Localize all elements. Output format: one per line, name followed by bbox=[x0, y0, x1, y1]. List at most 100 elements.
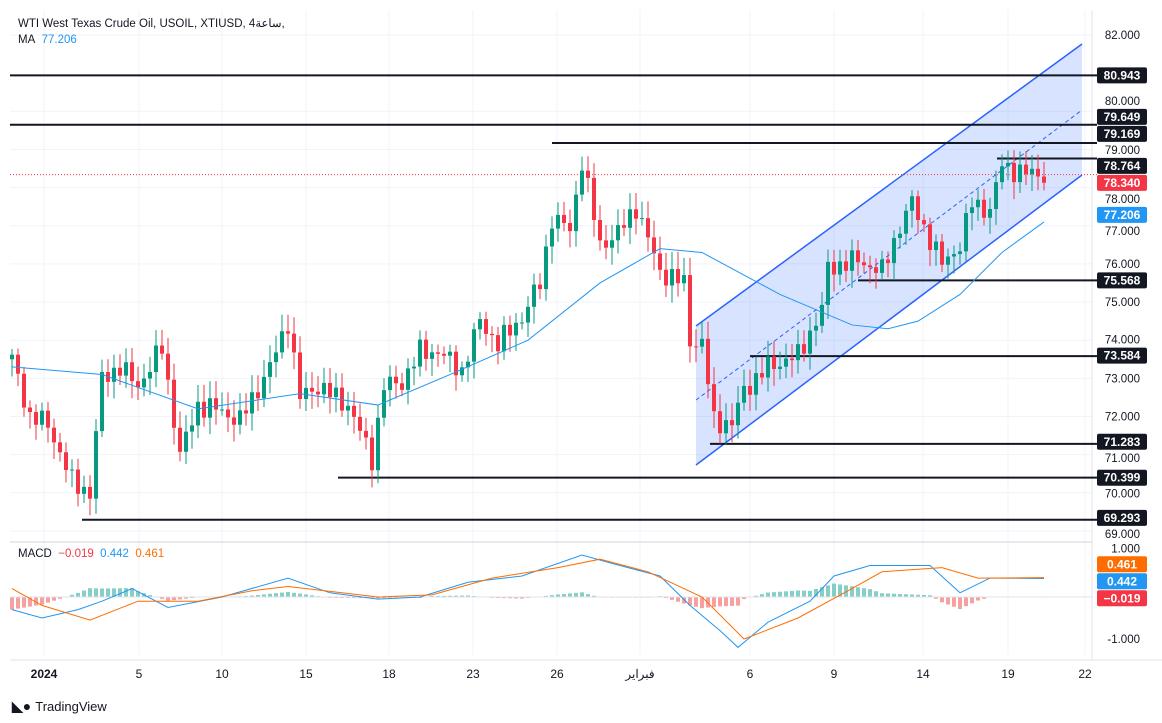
tradingview-logo[interactable]: ◣● TradingView bbox=[12, 698, 107, 715]
macd-histogram-bar bbox=[178, 597, 182, 600]
candle-body bbox=[748, 385, 752, 395]
y-tick-label: 75.000 bbox=[1105, 297, 1140, 309]
macd-histogram-bar bbox=[688, 597, 692, 606]
candle-body bbox=[58, 442, 62, 453]
macd-histogram-bar bbox=[664, 597, 668, 599]
candle-body bbox=[898, 233, 902, 238]
candle-body bbox=[916, 196, 920, 221]
level-tag bbox=[1097, 347, 1147, 364]
macd-histogram-bar bbox=[928, 595, 932, 597]
macd-histogram-bar bbox=[832, 583, 836, 597]
macd-histogram-bar bbox=[160, 597, 164, 599]
current-price-tag bbox=[1097, 174, 1147, 191]
candle-body bbox=[112, 367, 116, 382]
macd-histogram-bar bbox=[28, 597, 32, 607]
macd-histogram-bar bbox=[760, 594, 764, 597]
macd-histogram-bar bbox=[742, 597, 746, 600]
candle-body bbox=[340, 387, 344, 411]
candle-body bbox=[28, 407, 32, 413]
macd-histogram-bar bbox=[82, 590, 86, 597]
level-tag bbox=[1097, 157, 1147, 174]
macd-histogram-bar bbox=[184, 597, 188, 599]
channel-upper-line bbox=[695, 43, 1083, 327]
candle-body bbox=[298, 352, 302, 399]
candle-body bbox=[952, 254, 956, 257]
candle-body bbox=[856, 250, 860, 263]
macd-histogram-bar bbox=[952, 597, 956, 607]
macd-histogram-bar bbox=[298, 593, 302, 597]
macd-histogram-bar bbox=[934, 597, 938, 599]
signal-tag bbox=[1097, 556, 1147, 573]
macd-histogram-bar bbox=[910, 594, 914, 597]
macd-histogram-bar bbox=[904, 594, 908, 597]
macd-histogram-bar bbox=[586, 594, 590, 597]
level-tag bbox=[1097, 125, 1147, 142]
candle-body bbox=[538, 284, 542, 290]
candle-body bbox=[346, 405, 350, 411]
x-tick-label: 9 bbox=[831, 667, 838, 681]
candle-body bbox=[280, 331, 284, 353]
x-tick-label: 19 bbox=[1001, 667, 1015, 681]
macd-histogram-bar bbox=[268, 593, 272, 597]
candle-body bbox=[244, 410, 248, 414]
ma-tag-text: 77.206 bbox=[1104, 208, 1141, 222]
macd-histogram-bar bbox=[148, 595, 152, 597]
candle-body bbox=[64, 452, 68, 471]
candle-body bbox=[208, 398, 212, 418]
candle-body bbox=[802, 344, 806, 354]
candle-body bbox=[16, 354, 20, 374]
macd-histogram-bar bbox=[886, 593, 890, 597]
candle-body bbox=[724, 420, 728, 434]
candle-body bbox=[136, 381, 140, 388]
candle-body bbox=[1036, 168, 1040, 177]
macd-legend: MACD −0.019 0.442 0.461 bbox=[18, 548, 164, 560]
candle-body bbox=[844, 261, 848, 271]
candle-body bbox=[730, 420, 734, 426]
candle-body bbox=[448, 351, 452, 356]
candle-body bbox=[388, 376, 392, 391]
candle-body bbox=[904, 210, 908, 234]
candle-body bbox=[742, 385, 746, 403]
candle-body bbox=[352, 405, 356, 417]
macd-histogram-bar bbox=[892, 593, 896, 597]
candle-body bbox=[646, 218, 650, 238]
macd-histogram-bar bbox=[502, 597, 506, 599]
candle-body bbox=[406, 368, 410, 390]
candle-body bbox=[832, 261, 836, 275]
candle-body bbox=[220, 409, 224, 411]
level-tag bbox=[1097, 272, 1147, 289]
macd-histogram-bar bbox=[166, 597, 170, 601]
macd-histogram-bar bbox=[730, 597, 734, 606]
candle-body bbox=[532, 284, 536, 307]
macd-histogram-bar bbox=[868, 589, 872, 597]
macd-histogram-bar bbox=[580, 592, 584, 597]
channel-lower-line bbox=[695, 174, 1083, 466]
macd-histogram-bar bbox=[172, 597, 176, 601]
macd-histogram-bar bbox=[844, 585, 848, 597]
candle-body bbox=[958, 251, 962, 255]
level-tag-text: 69.293 bbox=[1104, 511, 1141, 525]
candle-body bbox=[304, 387, 308, 399]
candle-body bbox=[214, 398, 218, 410]
current-price-tag-text: 78.340 bbox=[1104, 176, 1141, 190]
x-tick-label: 22 bbox=[1078, 667, 1092, 681]
candle-body bbox=[358, 416, 362, 431]
macd-histogram-bar bbox=[940, 597, 944, 603]
candle-body bbox=[196, 401, 200, 426]
macd-histogram-bar bbox=[358, 597, 362, 599]
candle-body bbox=[886, 259, 890, 264]
candle-body bbox=[472, 329, 476, 362]
macd-histogram-bar bbox=[850, 586, 854, 597]
macd-histogram-bar bbox=[370, 597, 374, 599]
x-tick-label: 10 bbox=[215, 667, 229, 681]
candle-body bbox=[484, 319, 488, 334]
candle-body bbox=[610, 240, 614, 248]
candle-body bbox=[418, 339, 422, 367]
level-tag-text: 71.283 bbox=[1104, 435, 1141, 449]
candle-body bbox=[94, 431, 98, 499]
level-tag-text: 78.764 bbox=[1104, 159, 1141, 173]
candle-body bbox=[712, 384, 716, 412]
level-tag-text: 75.568 bbox=[1104, 273, 1141, 287]
macd-histogram-bar bbox=[460, 595, 464, 597]
